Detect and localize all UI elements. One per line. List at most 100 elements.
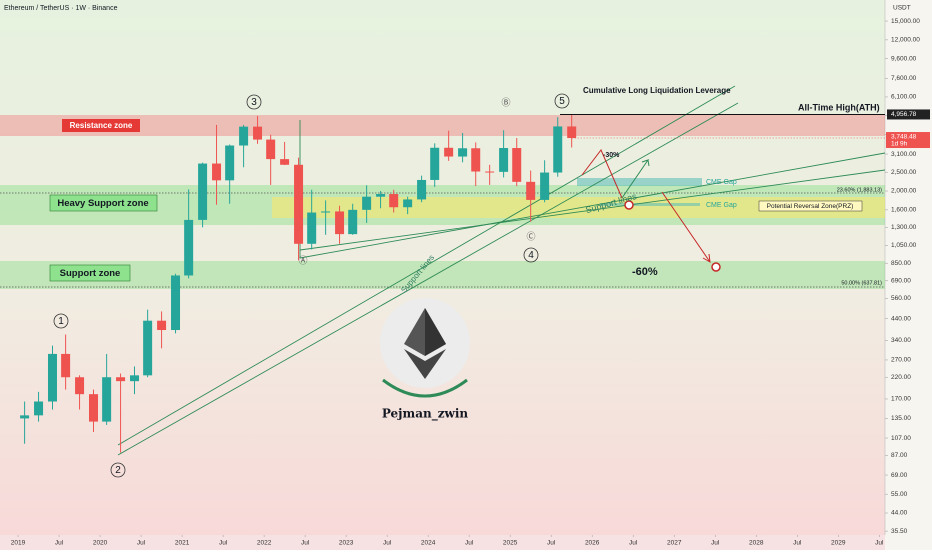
x-tick-label: 2027 (667, 540, 682, 547)
time-axis (0, 535, 885, 550)
annotation: Potential Reversal Zone(PRZ) (767, 203, 854, 210)
x-tick-label: Jul (55, 540, 64, 547)
wave-label: 2 (115, 465, 121, 476)
wave-labels: 1 2 3 4 5 Ⓐ Ⓑ Ⓒ (53, 93, 570, 478)
candle-body (34, 401, 44, 416)
wave-label: Ⓐ (298, 255, 307, 265)
candle-body (335, 211, 345, 235)
annotation: 23.60% (1,883.13) (837, 187, 882, 193)
y-tick-label: 2,500.00 (891, 169, 917, 176)
y-tick-label: 15,000.00 (891, 18, 920, 25)
wave-label: Ⓑ (501, 97, 510, 107)
candle-body (157, 320, 167, 331)
x-tick-label: 2024 (421, 540, 436, 547)
candle-body (61, 353, 71, 378)
y-tick-label: 135.00 (891, 415, 911, 422)
projection-arrow (581, 149, 623, 199)
candle-body (403, 199, 413, 208)
candle-body (458, 148, 468, 157)
x-tick-label: Jul (629, 540, 638, 547)
candle-body (376, 194, 386, 197)
x-tick-label: 2022 (257, 540, 272, 547)
x-tick-label: Jul (219, 540, 228, 547)
candle-body (143, 320, 153, 376)
candle-body (116, 377, 126, 382)
y-tick-label: 44.00 (891, 510, 908, 517)
annotation: 50.00% (637.81) (841, 280, 882, 286)
label-box (49, 194, 158, 212)
x-tick-label: Jul (547, 540, 556, 547)
last-price-box (886, 132, 930, 149)
y-tick-label: 690.00 (891, 278, 911, 285)
x-tick-label: 2023 (339, 540, 354, 547)
candle-body (212, 163, 222, 181)
x-tick-label: 2020 (93, 540, 108, 547)
y-tick-label: 69.00 (891, 472, 908, 479)
y-tick-label: 340.00 (891, 337, 911, 344)
candle-body (266, 139, 276, 160)
wave-label: 5 (559, 96, 565, 107)
x-tick-label: Jul (711, 540, 720, 547)
candle-body (553, 126, 563, 173)
x-tick-label: Jul (465, 540, 474, 547)
candle-body (239, 126, 249, 146)
x-tick-label: Jul (793, 540, 802, 547)
y-tick-label: 6,100.00 (891, 94, 917, 101)
cme-gap-box (600, 203, 700, 206)
candle-body (253, 126, 263, 140)
x-tick-label: 2029 (831, 540, 846, 547)
candle-body (348, 209, 358, 235)
candle-body (171, 275, 181, 331)
candle-body (102, 377, 112, 422)
author: Pejman_zwin (382, 407, 469, 422)
candle-body (526, 181, 536, 200)
x-tick-label: 2028 (749, 540, 764, 547)
x-tick-label: Jul (301, 540, 310, 547)
x-tick-label: Jul (137, 540, 146, 547)
zone-label: Heavy Support zone (57, 198, 148, 209)
projection-arrow (661, 191, 711, 263)
candles (20, 114, 577, 453)
y-tick-label: 1,050.00 (891, 242, 917, 249)
candle-body (198, 163, 208, 220)
zone-label: Support zone (60, 268, 121, 279)
candle-body (362, 196, 372, 210)
y-tick-label: 560.00 (891, 295, 911, 302)
candle-body (512, 148, 522, 182)
target-icon (624, 200, 634, 210)
zone-label: Resistance zone (70, 121, 133, 130)
cme-gap-box (577, 178, 702, 186)
resistance-band (0, 115, 885, 136)
candle-body (417, 179, 427, 200)
y-tick-label: 170.00 (891, 396, 911, 403)
candle-body (567, 126, 577, 139)
y-tick-label: 87.00 (891, 452, 908, 459)
candle-body (130, 375, 140, 382)
axis-unit: USDT (893, 5, 911, 12)
y-tick-label: 440.00 (891, 315, 911, 322)
y-tick-label: 107.00 (891, 435, 911, 442)
annotation: Cumulative Long Liquidation Leverage (583, 86, 731, 95)
candle-body (471, 148, 481, 172)
countdown-label: 1d 9h (891, 141, 908, 148)
x-tick-label: Jul (875, 540, 884, 547)
label-box (49, 264, 131, 282)
y-tick-label: 850.00 (891, 260, 911, 267)
candle-body (444, 147, 454, 157)
ath-label: 4,956.78 (891, 111, 917, 118)
annotation: CME Gap (706, 179, 737, 186)
logo: Pejman_zwin (380, 298, 470, 422)
wave-label: 1 (58, 316, 64, 327)
annotation: CME Gap (706, 202, 737, 209)
candle-body (294, 164, 304, 244)
candle-body (89, 394, 99, 422)
candle-body (280, 159, 290, 165)
candle-body (499, 148, 509, 172)
price-axis (885, 0, 932, 550)
x-tick-label: 2026 (585, 540, 600, 547)
prz-band (272, 197, 885, 218)
label-box (62, 119, 140, 132)
support-band (0, 261, 885, 289)
annotation: -60% (632, 266, 658, 278)
